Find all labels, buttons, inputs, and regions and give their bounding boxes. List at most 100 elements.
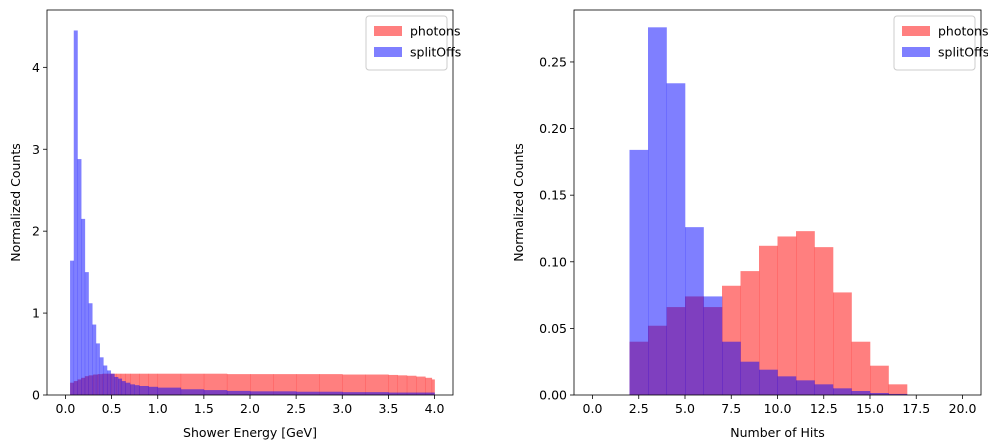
histogram-bar-splitOffs-25: [296, 391, 343, 395]
x-tick-label: 0.5: [102, 401, 122, 416]
histogram-bar-photons-26: [365, 374, 389, 395]
histogram-bar-splitOffs-0: [70, 260, 75, 395]
histogram-bar-splitOffs-4: [703, 296, 723, 395]
histogram-bar-splitOffs-13: [870, 393, 889, 395]
histogram-bar-photons-25: [342, 374, 366, 395]
histogram-bar-splitOffs-13: [118, 378, 123, 395]
x-tick-label: 4.0: [425, 401, 445, 416]
x-tick-label: 2.5: [286, 401, 306, 416]
histogram-bar-splitOffs-7: [759, 369, 778, 395]
legend: photons splitOffs: [365, 15, 461, 71]
histogram-bar-photons-23: [296, 374, 320, 395]
histogram-bar-splitOffs-15: [125, 382, 131, 395]
legend-label-photons: photons: [938, 24, 988, 39]
x-tick-label: 3.0: [332, 401, 352, 416]
x-tick-label: 2.0: [240, 401, 260, 416]
histogram-bar-splitOffs-9: [103, 365, 108, 395]
x-tick-label: 1.5: [194, 401, 214, 416]
histogram-bar-splitOffs-6: [92, 324, 97, 395]
histogram-bar-splitOffs-11: [110, 373, 115, 395]
histogram-bar-photons-11: [833, 292, 852, 395]
histogram-bar-splitOffs-26: [342, 392, 389, 395]
x-tick-label: 7.5: [721, 401, 741, 416]
x-tick-label: 10.0: [764, 401, 792, 416]
y-tick-label: 0.20: [539, 121, 567, 136]
histogram-bar-photons-12: [851, 341, 871, 395]
histogram-bar-splitOffs-16: [130, 384, 135, 395]
y-tick-label: 0: [32, 388, 40, 403]
y-tick-label: 4: [32, 60, 40, 75]
legend-swatch-photons: [374, 26, 402, 36]
histogram-bar-photons-13: [870, 365, 889, 395]
histogram-bar-photons-8: [777, 236, 797, 395]
x-tick-label: 12.5: [810, 401, 838, 416]
histogram-bar-splitOffs-4: [84, 272, 89, 395]
histogram-bar-photons-7: [759, 245, 778, 395]
y-tick-label: 0.25: [539, 54, 567, 69]
histogram-bar-splitOffs-3: [81, 218, 86, 395]
histogram-bar-splitOffs-5: [88, 303, 93, 395]
x-tick-label: 17.5: [902, 401, 930, 416]
y-tick-label: 3: [32, 142, 40, 157]
legend: photons splitOffs: [893, 15, 988, 71]
histogram-bar-splitOffs-1: [648, 27, 667, 396]
y-tick-label: 0.05: [539, 321, 567, 336]
x-tick-label: 5.0: [675, 401, 695, 416]
histogram-bar-splitOffs-7: [95, 343, 100, 395]
histogram-bar-splitOffs-10: [814, 384, 834, 395]
histogram-bar-splitOffs-2: [666, 83, 686, 395]
histogram-bar-splitOffs-22: [203, 390, 228, 395]
histogram-bar-splitOffs-17: [134, 385, 140, 395]
x-tick-label: 20.0: [949, 401, 977, 416]
histogram-bar-splitOffs-20: [157, 387, 182, 395]
histogram-bar-photons-16: [148, 373, 159, 395]
histogram-bar-splitOffs-8: [99, 357, 104, 395]
histogram-bar-photons-19: [203, 373, 228, 395]
legend-swatch-photons: [902, 26, 930, 36]
histogram-bar-photons-10: [814, 247, 834, 395]
histogram-bar-splitOffs-12: [851, 391, 871, 395]
histogram-bar-splitOffs-1: [73, 30, 78, 395]
x-axis-label: Number of Hits: [730, 425, 825, 440]
histogram-bar-photons-9: [796, 231, 815, 395]
histogram-bar-splitOffs-5: [722, 341, 741, 395]
x-tick-label: 1.0: [148, 401, 168, 416]
legend-swatch-splitOffs: [902, 47, 930, 57]
histogram-bar-splitOffs-27: [388, 392, 435, 395]
histogram-bar-photons-22: [273, 374, 297, 395]
histogram-bar-splitOffs-12: [114, 376, 119, 395]
y-tick-label: 1: [32, 306, 40, 321]
x-tick-label: 0.0: [56, 401, 76, 416]
histogram-bar-splitOffs-3: [685, 227, 704, 395]
histogram-bar-photons-29: [406, 375, 417, 395]
histogram-bar-splitOffs-11: [833, 388, 852, 395]
x-tick-label: 2.5: [629, 401, 649, 416]
histogram-bar-photons-14: [888, 384, 908, 395]
histogram-bar-splitOffs-23: [226, 390, 251, 395]
y-axis-label: Normalized Counts: [8, 143, 23, 262]
histogram-bar-photons-24: [319, 374, 343, 395]
hits-histogram-panel: 0.0 2.5 5.0 7.5 10.0 12.5 15.0 17.5 20.0 0.00 0.05…: [511, 9, 988, 440]
x-tick-label: 0.0: [583, 401, 603, 416]
histogram-bar-photons-32: [431, 379, 435, 395]
x-tick-label: 15.0: [856, 401, 884, 416]
histogram-bar-splitOffs-14: [888, 393, 908, 395]
histogram-bar-photons-27: [388, 374, 398, 395]
histogram-bar-splitOffs-10: [106, 370, 111, 395]
legend-label-photons: photons: [410, 24, 461, 39]
histogram-bar-splitOffs-19: [148, 386, 159, 395]
histogram-bar-photons-21: [250, 374, 274, 395]
x-axis-label: Shower Energy [GeV]: [183, 425, 317, 440]
histogram-bar-splitOffs-2: [77, 159, 82, 395]
histogram-bar-splitOffs-0: [629, 149, 649, 395]
histogram-bar-splitOffs-18: [139, 385, 149, 395]
y-tick-label: 0.00: [539, 388, 567, 403]
energy-histogram-panel: 0.0 0.5 1.0 1.5 2.0 2.5 3.0 3.5 4.0 0 1 2 3 4 Shower E…: [8, 9, 461, 440]
histogram-bar-splitOffs-24: [250, 391, 297, 395]
histogram-bar-photons-30: [416, 376, 426, 395]
histogram-bar-splitOffs-9: [796, 380, 815, 395]
y-tick-label: 0.10: [539, 254, 567, 269]
histogram-bar-photons-31: [425, 377, 433, 395]
histogram-bar-photons-28: [397, 375, 408, 395]
